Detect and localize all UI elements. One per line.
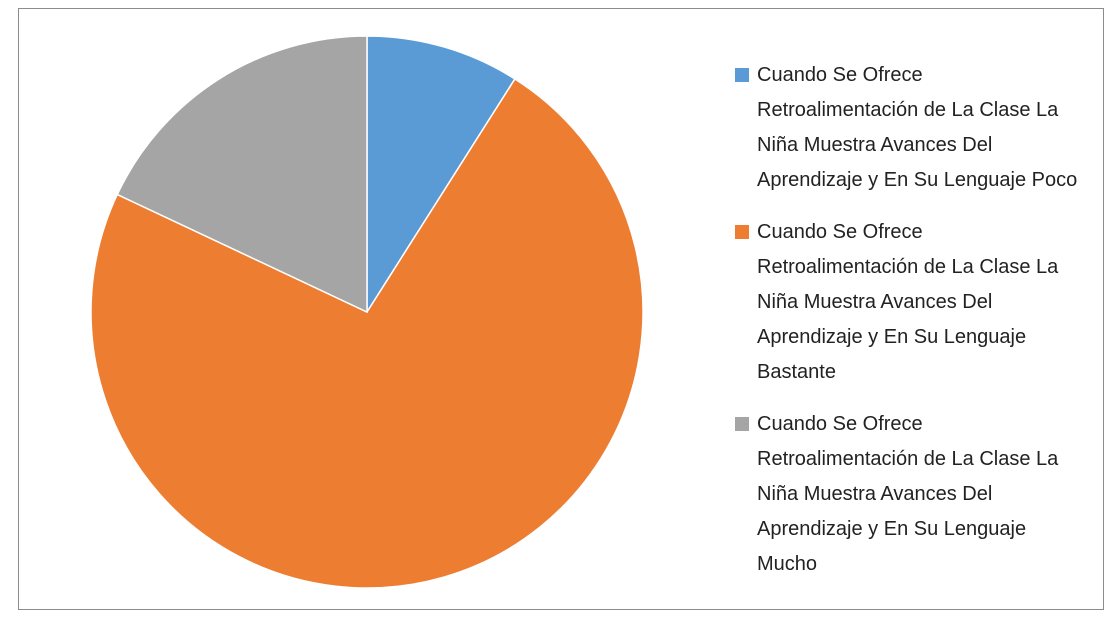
legend: Cuando Se Ofrece Retroalimentación de La… bbox=[735, 58, 1085, 599]
pie-slice bbox=[366, 35, 516, 315]
pie-slice bbox=[116, 35, 368, 314]
legend-swatch bbox=[735, 225, 749, 239]
pie-slice bbox=[90, 77, 644, 589]
legend-swatch bbox=[735, 417, 749, 431]
legend-item: Cuando Se Ofrece Retroalimentación de La… bbox=[735, 407, 1085, 582]
legend-label: Cuando Se Ofrece Retroalimentación de La… bbox=[757, 64, 1078, 191]
legend-swatch bbox=[735, 68, 749, 82]
legend-item: Cuando Se Ofrece Retroalimentación de La… bbox=[735, 215, 1085, 390]
chart-frame bbox=[18, 8, 1104, 610]
legend-item: Cuando Se Ofrece Retroalimentación de La… bbox=[735, 58, 1085, 198]
legend-label: Cuando Se Ofrece Retroalimentación de La… bbox=[757, 221, 1059, 383]
legend-label: Cuando Se Ofrece Retroalimentación de La… bbox=[757, 413, 1059, 575]
